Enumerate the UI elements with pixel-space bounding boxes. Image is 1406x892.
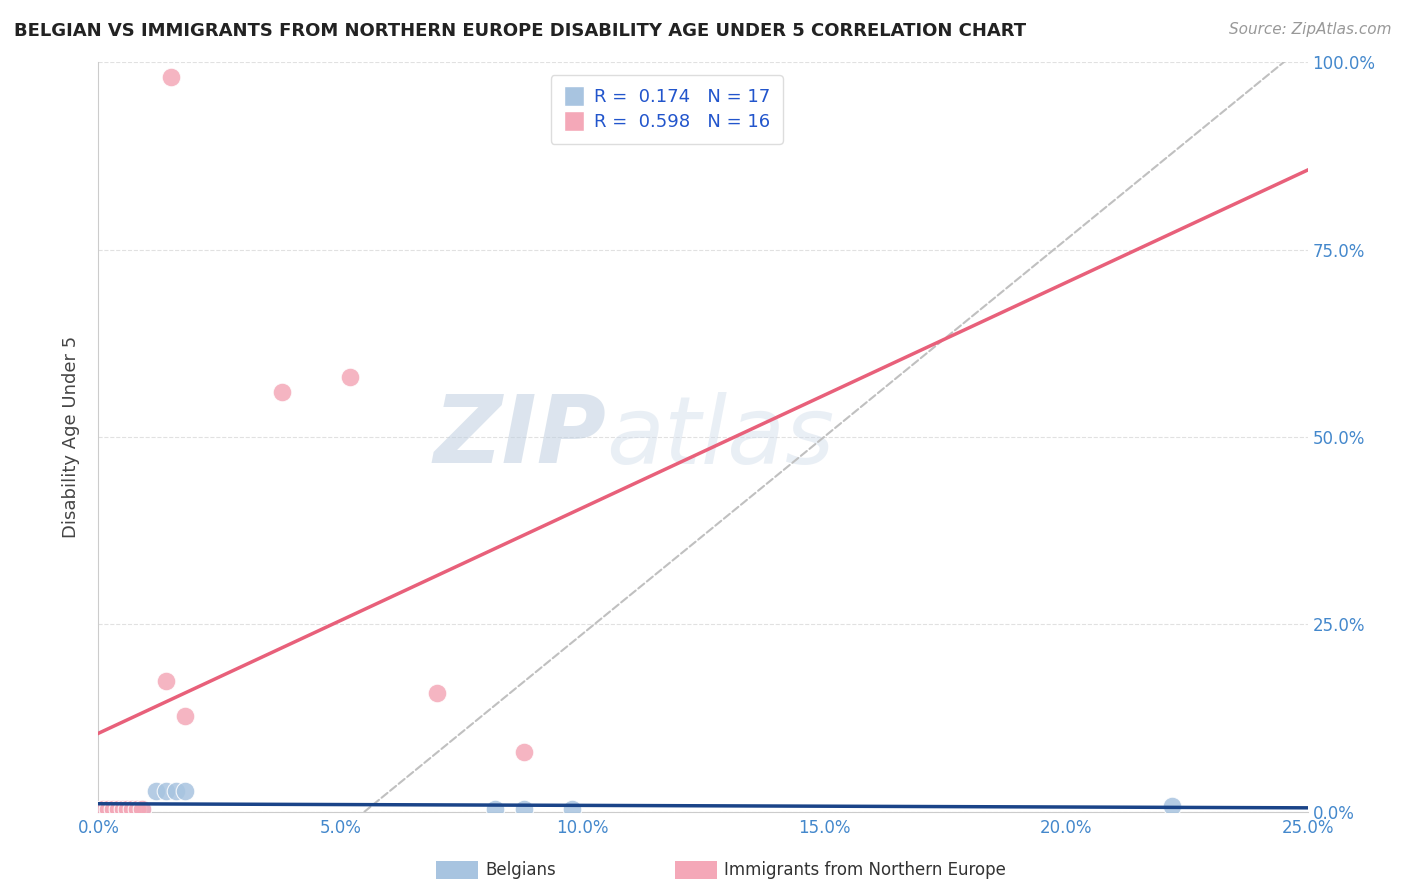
Point xyxy=(484,802,506,816)
Point xyxy=(91,802,114,816)
Point xyxy=(174,783,197,797)
Point xyxy=(1161,798,1184,813)
Text: Immigrants from Northern Europe: Immigrants from Northern Europe xyxy=(724,861,1005,879)
Text: BELGIAN VS IMMIGRANTS FROM NORTHERN EUROPE DISABILITY AGE UNDER 5 CORRELATION CH: BELGIAN VS IMMIGRANTS FROM NORTHERN EURO… xyxy=(14,22,1026,40)
Point xyxy=(101,802,124,816)
Point xyxy=(131,802,153,816)
Point xyxy=(131,802,153,816)
Text: atlas: atlas xyxy=(606,392,835,483)
Point xyxy=(107,802,129,816)
Point xyxy=(101,802,124,816)
Y-axis label: Disability Age Under 5: Disability Age Under 5 xyxy=(62,336,80,538)
Point xyxy=(91,802,114,816)
Point xyxy=(160,70,183,85)
Point xyxy=(117,802,139,816)
Point xyxy=(111,802,134,816)
Point xyxy=(271,385,294,400)
Point xyxy=(174,708,197,723)
Point xyxy=(121,802,143,816)
Point xyxy=(121,802,143,816)
Point xyxy=(513,802,536,816)
Text: Belgians: Belgians xyxy=(485,861,555,879)
Text: Source: ZipAtlas.com: Source: ZipAtlas.com xyxy=(1229,22,1392,37)
Point xyxy=(97,802,120,816)
Point xyxy=(165,783,187,797)
Point xyxy=(111,802,134,816)
Legend: R =  0.174   N = 17, R =  0.598   N = 16: R = 0.174 N = 17, R = 0.598 N = 16 xyxy=(551,75,783,144)
Point xyxy=(117,802,139,816)
Text: ZIP: ZIP xyxy=(433,391,606,483)
Point xyxy=(426,686,449,700)
Point xyxy=(127,802,149,816)
Point xyxy=(107,802,129,816)
Point xyxy=(127,802,149,816)
Point xyxy=(561,802,583,816)
Point xyxy=(155,673,177,688)
Point xyxy=(145,783,167,797)
Point xyxy=(513,745,536,759)
Point xyxy=(339,370,361,384)
Point xyxy=(97,802,120,816)
Point xyxy=(155,783,177,797)
